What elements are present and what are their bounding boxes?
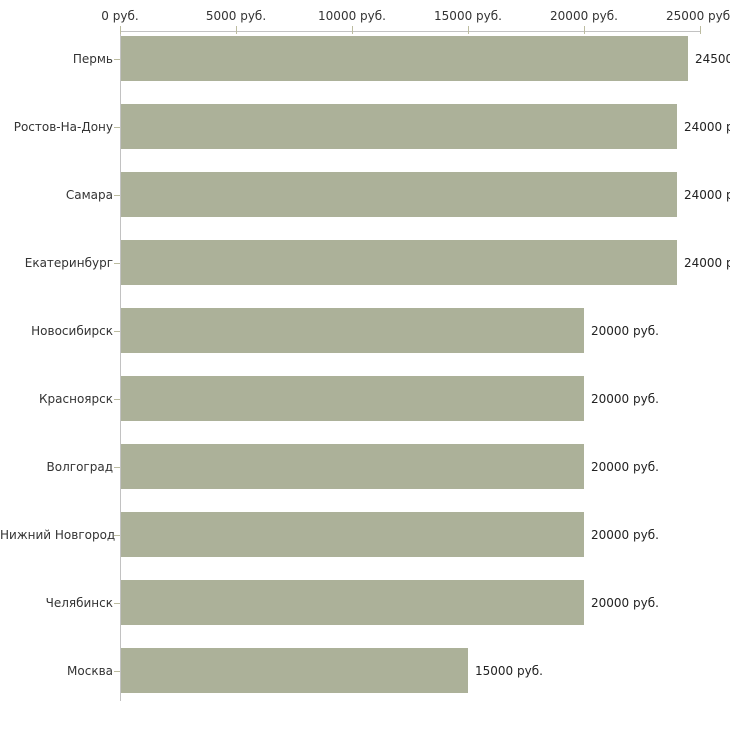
x-axis-tick-label: 0 руб. bbox=[101, 9, 139, 23]
bar bbox=[121, 308, 584, 353]
bar bbox=[121, 104, 677, 149]
x-axis-tick-label: 20000 руб. bbox=[550, 9, 618, 23]
category-label: Ростов-На-Дону bbox=[13, 119, 113, 134]
bar bbox=[121, 444, 584, 489]
category-label: Челябинск bbox=[45, 595, 113, 610]
x-axis-tick bbox=[700, 26, 701, 34]
value-label: 20000 руб. bbox=[591, 459, 659, 474]
category-label: Новосибирск bbox=[31, 323, 113, 338]
bar bbox=[121, 580, 584, 625]
x-axis-tick bbox=[584, 26, 585, 34]
value-label: 24500 руб. bbox=[695, 51, 730, 66]
category-tick bbox=[114, 399, 120, 400]
x-axis-tick bbox=[120, 26, 121, 34]
category-tick bbox=[114, 59, 120, 60]
value-label: 24000 руб. bbox=[684, 119, 730, 134]
value-label: 20000 руб. bbox=[591, 391, 659, 406]
bar bbox=[121, 376, 584, 421]
value-label: 24000 руб. bbox=[684, 187, 730, 202]
category-label: Москва bbox=[67, 663, 113, 678]
bar bbox=[121, 648, 468, 693]
category-label: Волгоград bbox=[46, 459, 113, 474]
x-axis-tick bbox=[352, 26, 353, 34]
category-tick bbox=[114, 467, 120, 468]
category-label: Самара bbox=[65, 187, 113, 202]
category-tick bbox=[114, 263, 120, 264]
category-tick bbox=[114, 127, 120, 128]
category-label: Красноярск bbox=[39, 391, 113, 406]
category-tick bbox=[114, 331, 120, 332]
category-label: Екатеринбург bbox=[24, 255, 113, 270]
y-axis-line bbox=[120, 31, 121, 701]
category-tick bbox=[114, 603, 120, 604]
bar bbox=[121, 36, 688, 81]
x-axis-tick bbox=[468, 26, 469, 34]
value-label: 20000 руб. bbox=[591, 527, 659, 542]
category-tick bbox=[114, 671, 120, 672]
category-tick bbox=[114, 195, 120, 196]
x-axis-tick-label: 15000 руб. bbox=[434, 9, 502, 23]
x-axis-tick-label: 10000 руб. bbox=[318, 9, 386, 23]
category-tick bbox=[114, 535, 120, 536]
value-label: 15000 руб. bbox=[475, 663, 543, 678]
x-axis-line bbox=[120, 31, 701, 32]
x-axis-tick-label: 25000 руб. bbox=[666, 9, 730, 23]
x-axis-tick bbox=[236, 26, 237, 34]
category-label: Пермь bbox=[72, 51, 113, 66]
value-label: 24000 руб. bbox=[684, 255, 730, 270]
value-label: 20000 руб. bbox=[591, 595, 659, 610]
bar bbox=[121, 512, 584, 557]
x-axis-tick-label: 5000 руб. bbox=[205, 9, 267, 23]
category-label: Нижний Новгород bbox=[0, 527, 116, 542]
value-label: 20000 руб. bbox=[591, 323, 659, 338]
bar bbox=[121, 172, 677, 217]
bar bbox=[121, 240, 677, 285]
